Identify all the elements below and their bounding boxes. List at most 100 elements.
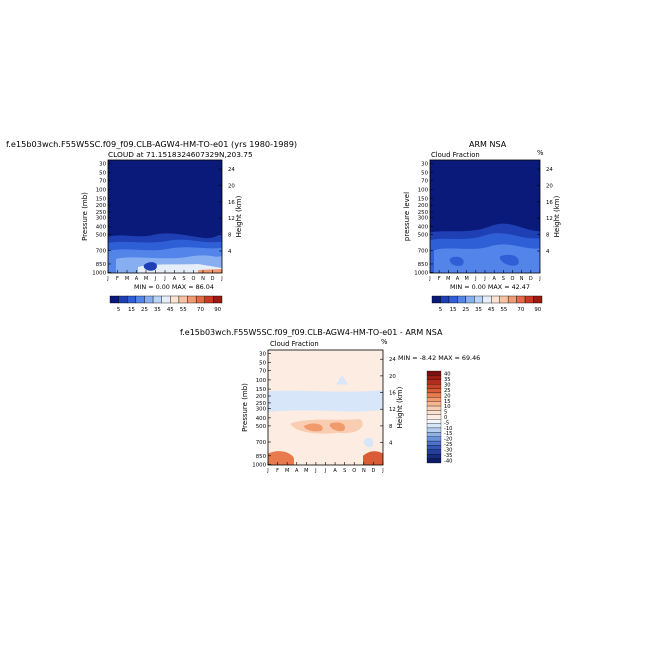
panel2-colorbar-swatch [440, 295, 450, 304]
panel2-ytick-label: 300 [418, 216, 429, 222]
panel3-corner-label: % [381, 338, 388, 346]
panel3-colorbar-label: 20 [444, 393, 451, 399]
panel2-rtick-label: 16 [546, 200, 553, 206]
panel1-xtick-label: M [125, 276, 129, 282]
panel1-ytick-label: 200 [96, 203, 107, 209]
panel1-xtick-label: J [163, 276, 165, 282]
panel1-colorbar-label: 45 [167, 307, 174, 313]
panel1-rtick-label: 8 [228, 233, 232, 239]
panel2-minmax: MIN = 0.00 MAX = 42.47 [450, 284, 530, 290]
panel2-colorbar-swatch [516, 295, 526, 304]
panel2-xtick-label: O [511, 276, 515, 282]
panel2-max-label: MAX = [487, 283, 510, 291]
panel1-colorbar-swatch [187, 295, 197, 304]
panel2-colorbar-swatch [474, 295, 483, 304]
panel1-ytick-label: 400 [96, 225, 107, 231]
panel2-ytick-label: 50 [421, 170, 428, 176]
panel1-core [143, 262, 157, 271]
panel2-xtick-label: D [529, 276, 533, 282]
panel1-ytick-label: 500 [96, 233, 107, 239]
panel3-colorbar-swatch [426, 401, 442, 407]
panel3-ytick-label: 400 [256, 416, 267, 422]
panel3-colorbar-swatch [426, 436, 442, 442]
panel2-xtick-label: J [428, 276, 430, 282]
panel1-ylabel-right: Height (km) [235, 195, 243, 237]
panel2-min-value: 0.00 [471, 283, 486, 291]
panel2-xtick-label: S [502, 276, 505, 282]
panel2-colorbar-label: 5 [439, 307, 442, 313]
panel2-colorbar-label: 25 [462, 307, 469, 313]
panel3-max-value: 69.46 [461, 354, 481, 362]
panel3-ytick-label: 250 [256, 401, 267, 407]
panel2-ylabel-right: Height (km) [553, 195, 561, 237]
panel2-cell-b [499, 254, 519, 266]
panel3-xtick-label: J [314, 468, 316, 474]
panel1-xtick-label: J [220, 276, 222, 282]
panel2-ytick-label: 100 [418, 187, 429, 193]
panel3-title: f.e15b03wch.F55W5SC.f09_f09.CLB-AGW4-HM-… [180, 328, 443, 337]
panel1-xtick-label: F [116, 276, 119, 282]
panel3-ytick-label: 200 [256, 394, 267, 400]
panel3-xtick-label: M [285, 468, 289, 474]
panel1-colorbar-label: 70 [197, 307, 204, 313]
panel3-colorbar-swatch [426, 405, 442, 411]
panel3-colorbar-label: -10 [444, 426, 452, 432]
panel2-colorbar-label: 45 [488, 307, 495, 313]
panel1-min-label: MIN = [134, 283, 154, 291]
panel1-colorbar-label: 55 [180, 307, 187, 313]
panel1-xtick-label: O [192, 276, 196, 282]
panel1-ytick-label: 1000 [92, 270, 106, 276]
panel1-xtick-label: M [144, 276, 148, 282]
panel1-rtick-label: 16 [228, 200, 235, 206]
panel2-ytick-label: 700 [418, 248, 429, 254]
panel1-xtick-label: A [135, 276, 139, 282]
panel2-colorbar-swatch [491, 295, 500, 304]
panel3-xtick-label: D [371, 468, 375, 474]
panel1-xtick-label: N [201, 276, 205, 282]
panel3-xtick-label: O [352, 468, 356, 474]
panel2-colorbar-label: 70 [517, 307, 524, 313]
panel3-ytick-label: 150 [256, 387, 267, 393]
panel3-colorbar-swatch [426, 392, 442, 398]
panel1-colorbar-label: 15 [128, 307, 135, 313]
panel1-colorbar-swatch [170, 295, 180, 304]
panel3-colorbar-swatch [426, 388, 442, 394]
panel3-rtick-label: 12 [389, 407, 396, 413]
panel3-colorbar-swatch [426, 432, 442, 437]
panel2-ytick-label: 70 [421, 178, 428, 184]
panel3-ytick-label: 300 [256, 407, 267, 413]
panel3-minmax: MIN = -8.42 MAX = 69.46 [398, 355, 480, 361]
panel1-subtitle: CLOUD at 71.1518324607329N,203.75 [108, 150, 253, 159]
panel3-max-label: MAX = [438, 354, 460, 362]
panel3-colorbar-label: -30 [444, 447, 452, 453]
panel2-title: ARM NSA [469, 140, 507, 149]
panel2-ytick-label: 1000 [414, 270, 428, 276]
panel2-xtick-label: N [520, 276, 524, 282]
panel3-colorbar-swatch [426, 414, 442, 420]
panel3-xtick-label: A [295, 468, 299, 474]
panel3-ylabel: Pressure (mb) [241, 383, 249, 432]
panel3-colorbar-label: 35 [444, 377, 451, 383]
panel2-colorbar-label: 35 [475, 307, 482, 313]
panel1-ylabel: Pressure (mb) [81, 192, 89, 241]
panel3-negative-band [268, 390, 383, 413]
panel3-rtick-label: 20 [389, 374, 396, 380]
panel2-xtick-label: J [474, 276, 476, 282]
panel3-contours [268, 350, 383, 465]
panel1-ytick-label: 30 [99, 161, 106, 167]
panel2-rtick-label: 12 [546, 216, 553, 222]
panel1-ytick-label: 300 [96, 216, 107, 222]
panel1-max-value: 86.04 [195, 283, 214, 291]
panel3-xtick-label: N [362, 468, 366, 474]
panel3-colorbar-swatch [426, 423, 442, 429]
panel3-ytick-label: 50 [259, 361, 266, 367]
panel3-colorbar-swatch [426, 458, 442, 464]
panel2-contours [430, 160, 540, 273]
panel2-colorbar-label: 55 [500, 307, 507, 313]
panel1-xtick-label: A [173, 276, 177, 282]
panel1-colorbar-swatch [109, 295, 119, 304]
panel3-positive-core-b [329, 422, 346, 432]
panel3-rtick-label: 24 [389, 357, 396, 363]
panel3-xtick-label: J [324, 468, 326, 474]
